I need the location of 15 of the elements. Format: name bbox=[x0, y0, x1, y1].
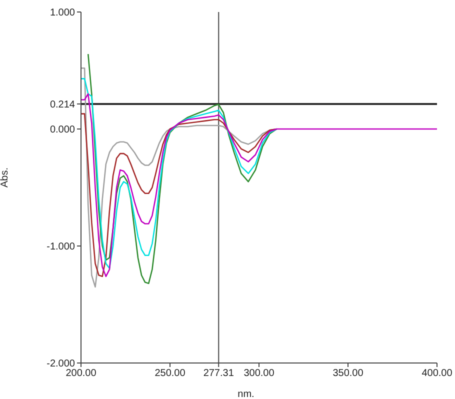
y-axis-title: Abs. bbox=[0, 167, 11, 188]
x-tick-label: 350.00 bbox=[332, 368, 364, 380]
y-tick-label: 0.000 bbox=[50, 124, 76, 136]
line-series bbox=[81, 113, 278, 278]
y-tick-label: -2.000 bbox=[46, 358, 76, 370]
line-series bbox=[81, 93, 437, 278]
y-tick-label: 0.214 bbox=[50, 100, 76, 111]
y-tick-label: 1.000 bbox=[50, 8, 76, 19]
x-tick-label: 300.00 bbox=[244, 368, 275, 380]
x-tick-label: 200.00 bbox=[66, 368, 97, 380]
y-tick-label: -1.000 bbox=[46, 242, 76, 253]
x-tick-label: 277.31 bbox=[203, 368, 234, 380]
x-axis-title: nm. bbox=[238, 389, 254, 399]
x-tick-label: 400.00 bbox=[422, 368, 453, 380]
x-tick-label: 250.00 bbox=[154, 368, 186, 380]
